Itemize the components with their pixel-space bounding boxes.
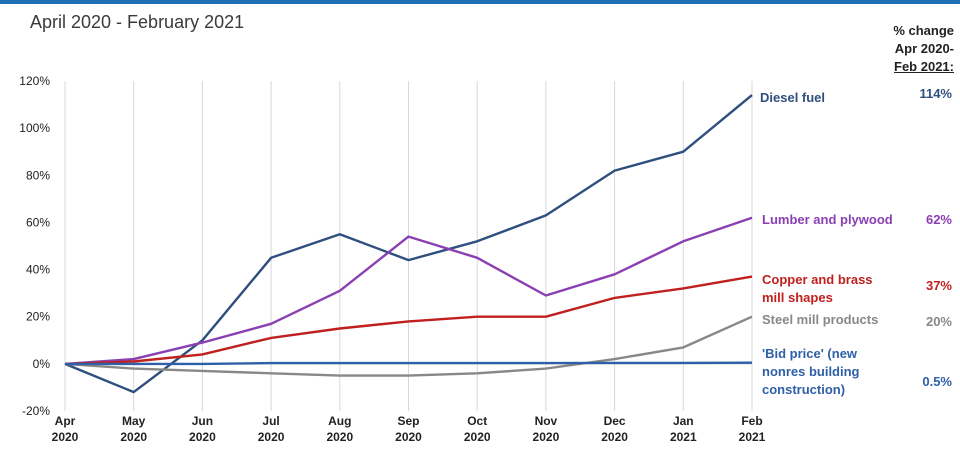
series-percent-change: 37%: [926, 278, 952, 293]
y-tick-label: 120%: [19, 74, 50, 88]
percent-change-header: % change Apr 2020- Feb 2021:: [864, 22, 954, 76]
series-percent-change: 20%: [926, 314, 952, 329]
percent-change-header-line-2: Apr 2020-: [894, 41, 954, 56]
series-lines: [64, 94, 753, 394]
x-tick-label: Jan 2021: [670, 414, 697, 444]
y-tick-label: 100%: [19, 121, 50, 135]
series-line: [65, 361, 753, 366]
gridlines: [64, 81, 753, 411]
x-tick-label: Feb 2021: [739, 414, 766, 444]
series-labels: Diesel fuel 114% Lumber and plywood 62% Copp…: [760, 86, 952, 397]
percent-change-header-line-1: % change: [893, 23, 954, 38]
y-tick-label: 0%: [33, 357, 51, 371]
x-tick-label: Oct 2020: [464, 414, 491, 444]
x-tick-label: Sep 2020: [395, 414, 422, 444]
chart-subtitle: April 2020 - February 2021: [30, 12, 245, 32]
x-tick-label: Jul 2020: [258, 414, 285, 444]
y-tick-label: -20%: [22, 404, 50, 418]
y-tick-label: 20%: [26, 310, 50, 324]
percent-change-header-line-3: Feb 2021:: [894, 59, 954, 74]
x-tick-label: Apr 2020: [52, 414, 79, 444]
series-percent-change: 62%: [926, 212, 952, 227]
x-tick-label: Jun 2020: [189, 414, 216, 444]
y-tick-label: 80%: [26, 168, 50, 182]
y-tick-label: 60%: [26, 215, 50, 229]
x-tick-label: Aug 2020: [326, 414, 353, 444]
x-tick-label: Dec 2020: [601, 414, 628, 444]
series-label: 'Bid price' (new nonres building construct…: [762, 346, 860, 397]
x-tick-label: Nov 2020: [533, 414, 560, 444]
x-tick-label: May 2020: [120, 414, 147, 444]
series-label: Steel mill products: [762, 312, 878, 327]
series-percent-change: 114%: [919, 86, 952, 101]
series-percent-change: 0.5%: [922, 374, 952, 389]
series-label: Lumber and plywood: [762, 212, 893, 227]
y-tick-label: 40%: [26, 263, 50, 277]
series-label: Copper and brass mill shapes: [762, 272, 873, 305]
top-accent-bar: [0, 0, 960, 4]
axes: 120% 100% 80% 60% 40% 20% 0% -20%Apr 2020 May 2020…: [19, 74, 765, 444]
series-label: Diesel fuel: [760, 90, 825, 105]
